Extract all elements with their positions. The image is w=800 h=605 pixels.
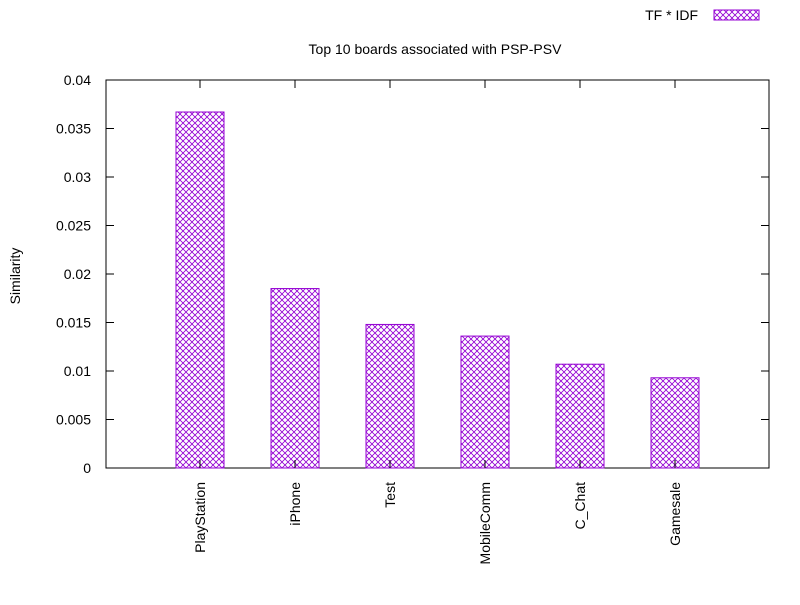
x-tick-label: MobileComm (477, 482, 493, 564)
y-tick-label: 0.02 (64, 266, 91, 282)
bar-mobilecomm (460, 335, 510, 469)
y-tick-label: 0.005 (56, 412, 91, 428)
y-tick-label: 0.01 (64, 363, 91, 379)
y-tick-label: 0.03 (64, 169, 91, 185)
bar-playstation (175, 111, 225, 469)
x-tick-label: Test (382, 482, 398, 508)
legend-swatch (713, 9, 760, 21)
bar-test (365, 323, 415, 469)
bar-iphone (270, 288, 320, 469)
x-tick-label: C_Chat (572, 482, 588, 530)
bar-gamesale (650, 377, 700, 469)
x-tick-label: PlayStation (192, 482, 208, 553)
x-tick-label: Gamesale (667, 482, 683, 546)
chart-title: Top 10 boards associated with PSP-PSV (309, 41, 563, 57)
y-axis: 0 0.005 0.01 0.015 0.02 0.025 0.03 0.035 0.04 (56, 72, 769, 476)
y-tick-label: 0.025 (56, 218, 91, 234)
legend-label: TF * IDF (645, 7, 698, 23)
y-tick-label: 0.04 (64, 72, 91, 88)
y-tick-label: 0.035 (56, 121, 91, 137)
bar-c-chat (555, 363, 605, 469)
x-tick-label: iPhone (287, 482, 303, 526)
y-axis-label: Similarity (7, 248, 23, 305)
y-tick-label: 0.015 (56, 315, 91, 331)
legend: TF * IDF (645, 7, 760, 23)
bars (175, 111, 700, 469)
y-tick-label: 0 (83, 460, 91, 476)
x-axis: PlayStation iPhone Test MobileComm C_Chat Gam… (192, 80, 683, 564)
